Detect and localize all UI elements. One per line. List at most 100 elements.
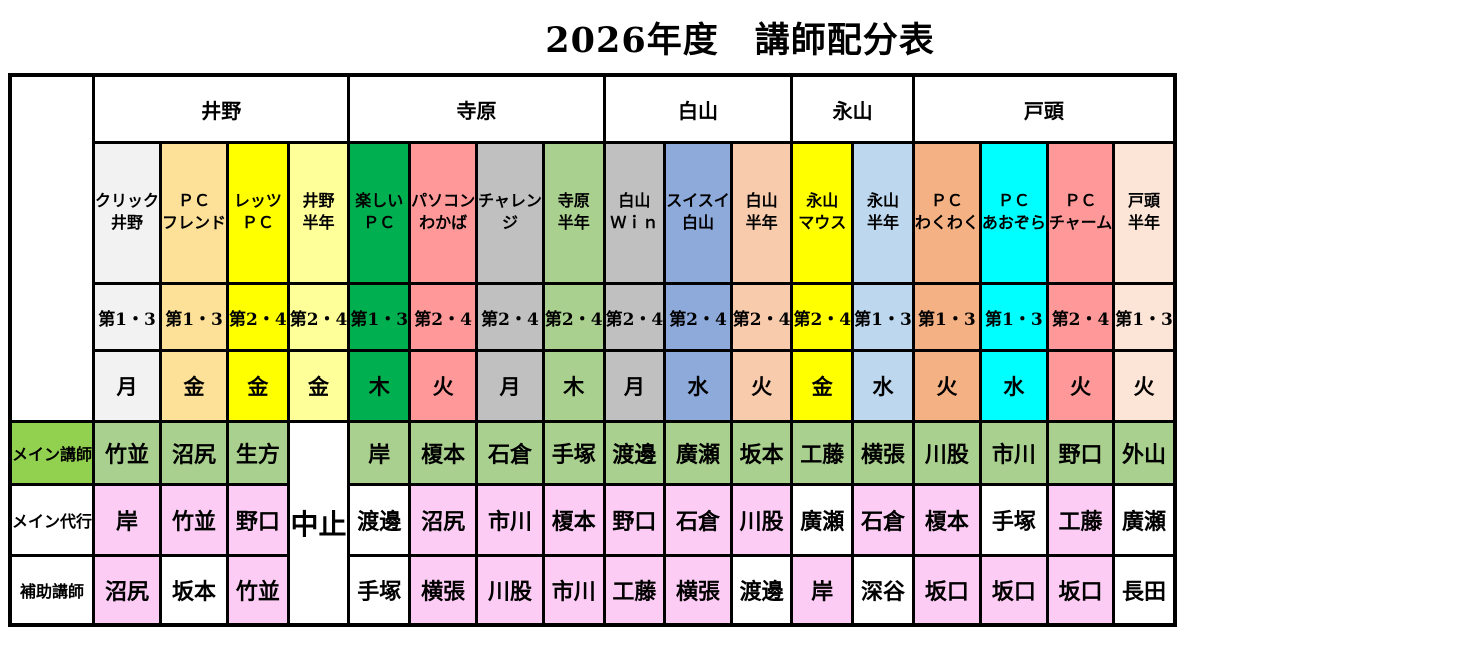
day-cell: 水 [851, 349, 915, 423]
substitute-cell: 石倉 [851, 483, 915, 557]
class-header-cell: チャレン ジ [475, 141, 545, 285]
main-instructor-cell: 外山 [1112, 420, 1177, 486]
main-instructor-cell: 手塚 [541, 420, 606, 486]
assistant-row: 補助講師 沼尻 坂本 竹並 手塚 横張 川股 市川 工藤 横張 渡邊岸深谷 坂口 坂口 坂口 長田 [8, 554, 1177, 627]
class-header-cell: 永山 マウス [790, 141, 855, 285]
assistant-cell: 岸 [790, 554, 855, 627]
substitute-cell: 榎本 [541, 483, 606, 557]
week-cell: 第2・4 [602, 282, 667, 352]
substitute-cell: 工藤 [1045, 483, 1116, 557]
week-cell: 第1・3 [911, 282, 982, 352]
main-instructor-cell: 野口 [1045, 420, 1116, 486]
week-cell: 第1・3 [92, 282, 163, 352]
class-header-cell: ＰＣ あおぞら [978, 141, 1049, 285]
assistant-cell: 川股 [475, 554, 545, 627]
week-cell: 第2・4 [729, 282, 794, 352]
week-row: 第1・3 第1・3 第2・4 第2・4 第1・3 第2・4 第2・4 第2・4 第2・4 第2・4… [10, 282, 1177, 352]
week-cell: 第1・3 [851, 282, 915, 352]
assistant-cell: 坂口 [911, 554, 982, 627]
week-cell: 第1・3 [159, 282, 230, 352]
class-header-cell: 白山 Ｗｉｎ [602, 141, 667, 285]
class-header-cell: スイスイ 白山 [663, 141, 733, 285]
day-cell: 水 [663, 349, 733, 423]
assistant-cell: 長田 [1112, 554, 1177, 627]
assistant-cell: 渡邊 [729, 554, 794, 627]
week-cell: 第1・3 [1112, 282, 1177, 352]
main-instructor-cell: 坂本 [729, 420, 794, 486]
main-instructor-cell: 渡邊 [602, 420, 667, 486]
assistant-cell: 坂口 [978, 554, 1049, 627]
cancelled-cell: 中止 [286, 420, 351, 627]
day-cell: 金 [286, 349, 351, 423]
main-instructor-cell: 榎本 [408, 420, 479, 486]
main-instructor-cell: 沼尻 [159, 420, 230, 486]
class-header-cell: 永山 半年 [851, 141, 915, 285]
main-instructor-cell: 石倉 [475, 420, 545, 486]
substitute-cell: 野口 [602, 483, 667, 557]
main-instructor-cell: 横張 [851, 420, 915, 486]
class-header-cell: 井野 半年 [286, 141, 351, 285]
assistant-cell: 竹並 [226, 554, 290, 627]
day-row: 月金金金木火月木月水火金水火水火火 [10, 349, 1177, 423]
week-cell: 第1・3 [978, 282, 1049, 352]
assistant-cell: 坂本 [159, 554, 230, 627]
class-header-cell: 楽しい ＰＣ [347, 141, 412, 285]
class-header-cell: 寺原 半年 [541, 141, 606, 285]
week-cell: 第2・4 [541, 282, 606, 352]
week-cell: 第2・4 [790, 282, 855, 352]
day-cell: 火 [408, 349, 479, 423]
day-cell: 火 [1112, 349, 1177, 423]
substitute-cell: 川股 [729, 483, 794, 557]
main-instructor-cell: 竹並 [92, 420, 163, 486]
class-header-cell: パソコン わかば [408, 141, 479, 285]
page-title: 2026年度 講師配分表 [545, 20, 935, 61]
class-header-cell: レッツ ＰＣ [226, 141, 290, 285]
day-cell: 木 [347, 349, 412, 423]
substitute-cell: 野口 [226, 483, 290, 557]
class-header-cell: ＰＣ フレンド [159, 141, 230, 285]
substitute-row: メイン代行岸竹並 野口 渡邊 沼尻 市川 榎本 野口 石倉 川股 廣瀬 石倉 榎本 手塚 工藤 廣瀬 [8, 483, 1177, 557]
site-header: 戸頭 [911, 73, 1177, 144]
day-cell: 金 [790, 349, 855, 423]
substitute-cell: 廣瀬 [1112, 483, 1177, 557]
assistant-cell: 手塚 [347, 554, 412, 627]
main-instructor-row: メイン講師 竹並 沼尻 生方 中止岸榎本 石倉 手塚 渡邊 廣瀬 坂本 工藤 横張 川股 市川 野口 外山 [8, 420, 1177, 627]
corner-cell [8, 73, 96, 423]
row-label-main-instructor: メイン講師 [8, 420, 96, 486]
substitute-cell: 廣瀬 [790, 483, 855, 557]
day-cell: 金 [159, 349, 230, 423]
day-cell: 火 [1045, 349, 1116, 423]
assistant-cell: 横張 [663, 554, 733, 627]
site-header: 寺原 [347, 73, 606, 144]
class-header-cell: 白山 半年 [729, 141, 794, 285]
site-header: 井野 [92, 73, 351, 144]
main-instructor-cell: 市川 [978, 420, 1049, 486]
assistant-cell: 工藤 [602, 554, 667, 627]
assistant-cell: 沼尻 [92, 554, 163, 627]
day-cell: 金 [226, 349, 290, 423]
day-cell: 月 [475, 349, 545, 423]
day-cell: 月 [602, 349, 667, 423]
week-cell: 第2・4 [286, 282, 351, 352]
site-header: 白山 [602, 73, 794, 144]
main-instructor-cell: 廣瀬 [663, 420, 733, 486]
substitute-cell: 竹並 [159, 483, 230, 557]
substitute-cell: 沼尻 [408, 483, 479, 557]
week-cell: 第1・3 [347, 282, 412, 352]
assistant-cell: 市川 [541, 554, 606, 627]
substitute-cell: 石倉 [663, 483, 733, 557]
instructor-allocation-table: 井野 寺原 白山 永山 戸頭 クリック 井野 ＰＣ フレンド レッツ ＰＣ 井野 半年 楽しい Ｐ… [8, 73, 1177, 627]
substitute-cell: 岸 [92, 483, 163, 557]
day-cell: 木 [541, 349, 606, 423]
week-cell: 第2・4 [226, 282, 290, 352]
main-instructor-cell: 川股 [911, 420, 982, 486]
substitute-cell: 榎本 [911, 483, 982, 557]
class-row: クリック 井野 ＰＣ フレンド レッツ ＰＣ 井野 半年 楽しい ＰＣ パソコン わかばチ… [10, 141, 1177, 285]
site-row: 井野 寺原 白山 永山 戸頭 [8, 73, 1177, 423]
day-cell: 火 [729, 349, 794, 423]
assistant-cell: 深谷 [851, 554, 915, 627]
day-cell: 月 [92, 349, 163, 423]
assistant-cell: 横張 [408, 554, 479, 627]
row-label-assistant: 補助講師 [8, 554, 96, 627]
